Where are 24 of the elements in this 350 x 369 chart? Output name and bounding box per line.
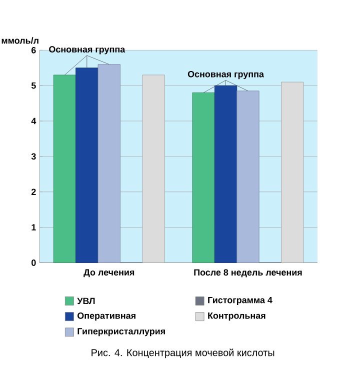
y-tick-label: 4 [31, 118, 36, 124]
y-tick-label: 3 [31, 153, 36, 160]
y-tick-label: 5 [31, 82, 36, 89]
annotation: Основная группа [188, 70, 264, 80]
annotation: Основная группа [49, 46, 126, 54]
bar [98, 64, 120, 263]
bar [236, 90, 260, 263]
y-tick-label: 1 [32, 224, 36, 230]
y-tick-label: 0 [32, 260, 36, 266]
bar [53, 74, 76, 263]
legend-label: Оперативная [78, 312, 136, 321]
x-tick-label: После 8 недель лечения [194, 269, 302, 278]
legend-label: Гиперкристаллурия [78, 328, 165, 336]
x-tick-label: До лечения [84, 269, 134, 278]
text: Рис. 4. Концентрация мочевой кислоты [92, 348, 274, 358]
bar [192, 92, 215, 263]
bar [76, 68, 98, 263]
y-axis-title: ммоль/л [2, 37, 38, 44]
y-tick-label: 6 [32, 46, 36, 54]
legend-label: Гистограмма 4 [208, 296, 272, 305]
legend-label: УВЛ [77, 298, 95, 304]
legend-label: Контрольная [208, 312, 266, 321]
y-tick-label: 2 [31, 188, 36, 195]
bar [214, 85, 238, 263]
